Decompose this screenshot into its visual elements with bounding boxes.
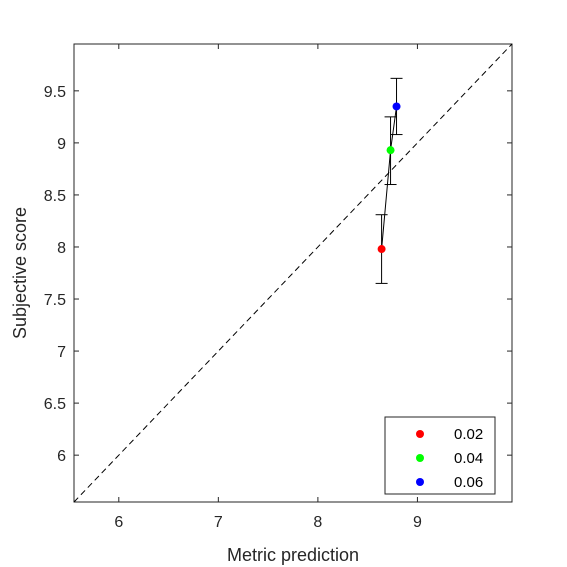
data-point-0.04 <box>386 146 395 155</box>
x-tick-label: 7 <box>214 514 223 531</box>
y-tick-label: 8.5 <box>44 188 66 205</box>
y-tick-label: 6 <box>57 448 66 465</box>
y-tick-label: 6.5 <box>44 396 66 413</box>
legend-label-0.06: 0.06 <box>454 474 483 491</box>
reference-line <box>73 43 513 503</box>
plot-frame <box>73 43 513 503</box>
y-tick-label: 9.5 <box>44 84 66 101</box>
y-tick-label: 7.5 <box>44 292 66 309</box>
y-tick-label: 9 <box>57 136 66 153</box>
data-point-0.02 <box>377 245 386 254</box>
y-axis-label: Subjective score <box>10 207 30 339</box>
legend-marker-0.06 <box>416 478 424 486</box>
x-tick-label: 8 <box>313 514 322 531</box>
y-tick-label: 7 <box>57 344 66 361</box>
legend-box <box>384 416 496 495</box>
x-tick-label: 6 <box>114 514 123 531</box>
data-point-0.06 <box>392 102 401 111</box>
legend-label-0.04: 0.04 <box>454 450 483 467</box>
legend-marker-0.04 <box>416 454 424 462</box>
legend-label-0.02: 0.02 <box>454 426 483 443</box>
legend-marker-0.02 <box>416 430 424 438</box>
plot-area: 6 7 8 9 6 6.5 7 7.5 8 8.5 9 9.5 0.02 0.04 0.06 <box>44 43 513 531</box>
y-tick-label: 8 <box>57 240 66 257</box>
x-axis-label: Metric prediction <box>227 545 359 565</box>
x-tick-label: 9 <box>413 514 422 531</box>
